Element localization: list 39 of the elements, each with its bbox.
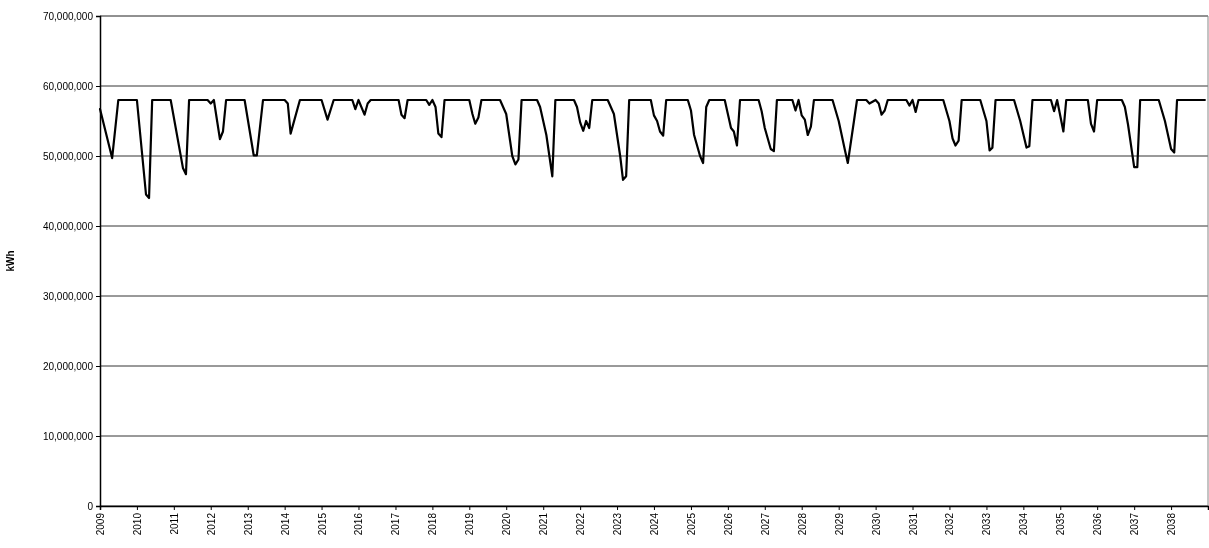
y-tick-label: 30,000,000 xyxy=(42,290,94,302)
x-tick-label: 2028 xyxy=(796,512,808,536)
x-tick-label: 2031 xyxy=(907,512,919,536)
x-tick-label: 2036 xyxy=(1092,512,1104,536)
x-tick-label: 2013 xyxy=(242,512,254,536)
x-tick-label: 2022 xyxy=(575,512,587,536)
x-tick-label: 2027 xyxy=(759,512,771,536)
x-tick-label: 2024 xyxy=(648,512,660,536)
x-tick-label: 2016 xyxy=(353,512,365,536)
x-tick-label: 2020 xyxy=(501,512,513,536)
x-tick-label: 2021 xyxy=(538,512,550,536)
y-axis-title: kWh xyxy=(5,250,16,272)
x-tick-label: 2029 xyxy=(833,512,845,536)
x-tick-label: 2038 xyxy=(1166,512,1178,536)
x-tick-label: 2034 xyxy=(1018,512,1030,536)
y-tick-label: 10,000,000 xyxy=(42,430,94,442)
y-tick-label: 60,000,000 xyxy=(42,80,94,92)
x-tick-label: 2023 xyxy=(612,512,624,536)
x-tick-label: 2012 xyxy=(205,512,217,536)
x-tick-label: 2025 xyxy=(685,512,697,536)
x-tick-label: 2032 xyxy=(944,512,956,536)
x-tick-label: 2011 xyxy=(168,512,180,535)
y-tick-label: 40,000,000 xyxy=(42,220,94,232)
x-tick-label: 2030 xyxy=(870,512,882,536)
x-tick-label: 2019 xyxy=(464,512,476,536)
y-tick-label: 0 xyxy=(87,500,94,512)
x-tick-label: 2017 xyxy=(390,512,402,536)
y-tick-label: 20,000,000 xyxy=(42,360,94,372)
x-tick-label: 2026 xyxy=(722,512,734,536)
x-tick-label: 2037 xyxy=(1129,512,1141,536)
x-tick-label: 2033 xyxy=(981,512,993,536)
x-tick-label: 2015 xyxy=(316,512,328,536)
y-tick-label: 50,000,000 xyxy=(42,150,94,162)
x-tick-label: 2035 xyxy=(1055,512,1067,536)
x-tick-label: 2009 xyxy=(95,512,106,536)
x-tick-label: 2014 xyxy=(279,512,291,536)
x-tick-label: 2018 xyxy=(427,512,439,536)
y-tick-label: 70,000,000 xyxy=(42,10,94,22)
x-tick-label: 2010 xyxy=(131,512,143,536)
